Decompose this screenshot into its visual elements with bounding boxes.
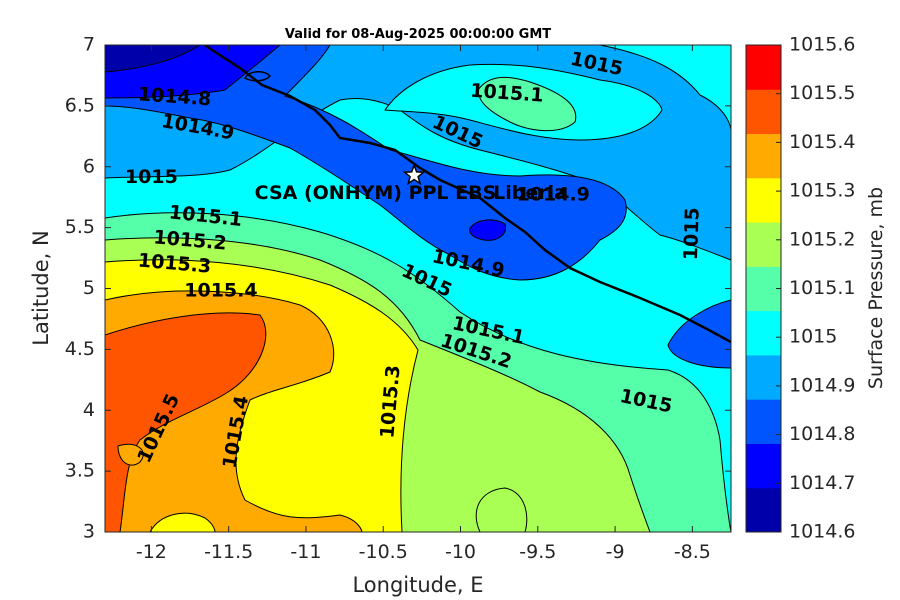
colorbar-tick-label: 1014.7 — [789, 472, 855, 494]
star-marker — [402, 163, 426, 186]
colorbar-label: Surface Pressure, mb — [865, 187, 887, 389]
y-tick-label: 4 — [83, 399, 95, 421]
colorbar-swatch — [746, 354, 781, 400]
y-axis: 3 3.5 4 4.5 5 5.5 6 6.5 7 — [65, 34, 731, 543]
level-1015.1-north-patch — [477, 76, 577, 132]
x-tick-label: -9.5 — [519, 541, 556, 563]
level-1015.3-patch — [149, 512, 216, 532]
contour-label: 1014.9 — [517, 183, 590, 205]
colorbar-tick-label: 1015.1 — [789, 277, 855, 299]
colorbar-tick-label: 1015.6 — [789, 34, 855, 56]
y-tick-label: 7 — [83, 34, 95, 56]
colorbar-tick-label: 1014.8 — [789, 423, 855, 445]
chart-title: Valid for 08-Aug-2025 00:00:00 GMT — [285, 27, 551, 42]
x-tick-label: -9 — [606, 541, 625, 563]
colorbar-tick-label: 1014.6 — [789, 521, 855, 543]
x-axis: -12 -11.5 -11 -10.5 -10 -9.5 -9 -8.5 — [136, 45, 711, 563]
x-tick-label: -11.5 — [204, 541, 253, 563]
level-1014.8-east-patch — [667, 299, 731, 369]
colorbar-swatch — [746, 89, 781, 135]
level-1014.7-patch — [469, 219, 507, 241]
colorbar-tick-label: 1015.3 — [789, 180, 855, 202]
colorbar-swatch — [746, 133, 781, 179]
y-tick-label: 5 — [83, 277, 95, 299]
x-tick-label: -11 — [290, 541, 321, 563]
y-tick-label: 5.5 — [65, 216, 95, 238]
colorbar-swatch — [746, 222, 781, 267]
colorbar-swatch — [746, 310, 781, 356]
annotation-label: CSA (ONHYM) PPL EBS — [255, 182, 497, 204]
colorbar-swatch — [746, 45, 781, 90]
colorbar-tick-label: 1015.2 — [789, 228, 855, 250]
x-tick-label: -8.5 — [674, 541, 711, 563]
contour-label: 1015 — [680, 207, 704, 261]
contour-label: 1015.4 — [184, 279, 257, 301]
colorbar-swatch — [746, 177, 781, 223]
y-tick-label: 6 — [83, 155, 95, 177]
level-1014.6-fill — [105, 45, 201, 73]
colorbar: 1014.6 1014.7 1014.8 1014.9 1015 1015.1 1015.2… — [745, 34, 855, 543]
contour-label: 1014.8 — [137, 83, 212, 110]
contour-label: 1015.1 — [470, 80, 545, 107]
site-marker — [402, 163, 426, 186]
x-axis-label: Longitude, E — [352, 573, 483, 597]
colorbar-tick-label: 1015.5 — [789, 82, 855, 104]
colorbar-swatch — [746, 266, 781, 312]
colorbar-swatch — [746, 487, 781, 533]
level-1015.5-fill — [105, 312, 267, 532]
coastline — [204, 45, 731, 344]
y-tick-label: 3 — [83, 521, 95, 543]
colorbar-swatch — [746, 399, 781, 444]
y-axis-label: Latitude, N — [29, 230, 53, 346]
y-tick-label: 6.5 — [65, 94, 95, 116]
level-1015.2-patch — [475, 487, 528, 532]
level-1015.4-patch — [117, 443, 144, 466]
annotation-label: Liberia — [493, 182, 567, 204]
y-tick-label: 3.5 — [65, 460, 95, 482]
y-tick-label: 4.5 — [65, 338, 95, 360]
plot-area — [105, 45, 731, 532]
x-tick-label: -10.5 — [359, 541, 408, 563]
x-tick-label: -12 — [136, 541, 167, 563]
colorbar-tick-label: 1015.4 — [789, 131, 855, 153]
colorbar-tick-label: 1015 — [789, 326, 837, 348]
contour-label: 1015 — [125, 166, 178, 188]
island — [243, 71, 271, 82]
colorbar-swatch — [746, 443, 781, 489]
colorbar-tick-label: 1014.9 — [789, 374, 855, 396]
x-tick-label: -10 — [445, 541, 476, 563]
